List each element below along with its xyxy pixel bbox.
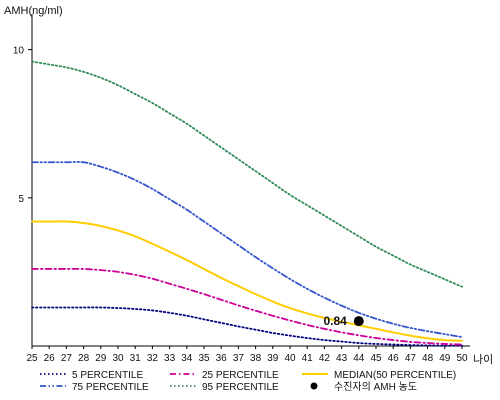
patient-amh-value-label: 0.84 bbox=[323, 314, 347, 328]
legend-label-0: 5 PERCENTILE bbox=[72, 370, 143, 381]
x-tick-label: 44 bbox=[353, 353, 365, 364]
x-tick-label: 29 bbox=[95, 353, 107, 364]
x-tick-label: 46 bbox=[388, 353, 400, 364]
series-line-4 bbox=[31, 220, 463, 342]
series-line-1 bbox=[31, 267, 463, 346]
y-tick-label: 5 bbox=[18, 194, 24, 205]
y-axis-title: AMH(ng/ml) bbox=[4, 5, 63, 17]
x-tick-label: 27 bbox=[61, 353, 73, 364]
legend-marker-label: 수진자의 AMH 농도 bbox=[334, 381, 417, 393]
x-tick-label: 37 bbox=[233, 353, 245, 364]
series-line-2 bbox=[31, 161, 463, 339]
patient-amh-marker bbox=[353, 316, 364, 327]
x-tick-label: 49 bbox=[439, 353, 451, 364]
legend: 5 PERCENTILE 25 PERCENTILE MEDIAN(50 PERCE… bbox=[40, 370, 456, 393]
legend-label-3: 95 PERCENTILE bbox=[202, 382, 279, 393]
plot-area: 5 10 25 26 27 28 29 30 31 32 33 34 35 36 37 38 39 40 41 42 4… bbox=[13, 14, 470, 364]
x-tick-label: 41 bbox=[302, 353, 314, 364]
x-tick-label: 50 bbox=[456, 353, 468, 364]
x-tick-label: 33 bbox=[164, 353, 176, 364]
x-tick-label: 42 bbox=[319, 353, 331, 364]
x-axis-title: 나이 bbox=[473, 353, 493, 366]
legend-marker-swatch bbox=[310, 382, 318, 390]
y-tick-label: 10 bbox=[13, 46, 25, 57]
x-tick-label: 35 bbox=[198, 353, 210, 364]
series-line-3 bbox=[31, 60, 463, 288]
legend-label-1: 25 PERCENTILE bbox=[202, 370, 279, 381]
x-tick-label: 36 bbox=[216, 353, 228, 364]
x-tick-label: 47 bbox=[405, 353, 417, 364]
x-tick-label: 40 bbox=[284, 353, 296, 364]
x-tick-label: 39 bbox=[267, 353, 279, 364]
x-tick-label: 34 bbox=[181, 353, 193, 364]
x-tick-label: 25 bbox=[26, 353, 38, 364]
x-tick-label: 43 bbox=[336, 353, 348, 364]
legend-label-2: 75 PERCENTILE bbox=[72, 382, 149, 393]
legend-label-4: MEDIAN(50 PERCENTILE) bbox=[334, 370, 456, 381]
x-tick-label: 38 bbox=[250, 353, 262, 364]
x-tick-label: 45 bbox=[370, 353, 382, 364]
x-tick-label: 32 bbox=[147, 353, 159, 364]
x-tick-label: 28 bbox=[78, 353, 90, 364]
x-tick-label: 48 bbox=[422, 353, 434, 364]
series-line-0 bbox=[31, 306, 463, 347]
x-tick-label: 30 bbox=[112, 353, 124, 364]
x-tick-label: 31 bbox=[130, 353, 142, 364]
x-tick-label: 26 bbox=[44, 353, 56, 364]
